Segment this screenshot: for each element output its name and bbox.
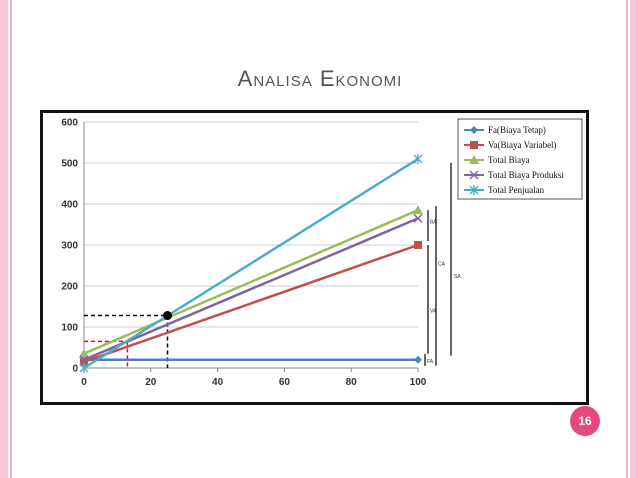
annotation-label: CA bbox=[438, 262, 446, 268]
x-tick-label: 0 bbox=[81, 377, 87, 388]
series-point bbox=[79, 363, 89, 373]
legend-label: Va(Biaya Variabel) bbox=[488, 140, 557, 150]
marker-stroke bbox=[469, 170, 479, 180]
legend-label: Total Penjualan bbox=[488, 185, 545, 195]
chart-svg: 0 100 200 300 400 500 600 0 20 40 60 80 100 FA VA BA CA S… bbox=[61, 118, 583, 388]
marker-stroke bbox=[79, 355, 89, 365]
y-tick-label: 100 bbox=[61, 323, 78, 334]
y-tick-label: 0 bbox=[72, 364, 78, 375]
series-point bbox=[414, 241, 422, 249]
series-line bbox=[83, 243, 419, 364]
slide-border-left-inner bbox=[10, 0, 12, 478]
x-tick-label: 40 bbox=[212, 377, 224, 388]
y-tick-label: 600 bbox=[61, 118, 78, 129]
legend-marker bbox=[470, 141, 478, 149]
series-point bbox=[414, 355, 422, 364]
slide-border-left bbox=[0, 0, 8, 478]
annotation-label: BA bbox=[430, 220, 437, 226]
chart-frame: 0 100 200 300 400 500 600 0 20 40 60 80 100 FA VA BA CA S… bbox=[40, 110, 589, 405]
x-tick-label: 100 bbox=[410, 377, 427, 388]
legend-marker bbox=[470, 126, 478, 134]
bep-point bbox=[163, 311, 172, 321]
series-point bbox=[413, 213, 423, 223]
legend-label: Total Biaya Produksi bbox=[488, 170, 564, 180]
series-line bbox=[83, 209, 419, 355]
series-point bbox=[79, 348, 89, 358]
series-line bbox=[83, 217, 419, 361]
series-point bbox=[80, 357, 88, 366]
annotation-label: FA bbox=[427, 359, 434, 365]
legend-marker bbox=[469, 155, 479, 164]
series-point bbox=[413, 205, 423, 215]
marker-stroke bbox=[413, 213, 423, 223]
slide-border-right-inner bbox=[626, 0, 628, 478]
series-line bbox=[83, 157, 419, 370]
series-point bbox=[79, 355, 89, 365]
y-tick-label: 400 bbox=[61, 200, 78, 211]
slide-border-right bbox=[630, 0, 638, 478]
legend-label: Total Biaya bbox=[488, 155, 530, 165]
y-tick-label: 200 bbox=[61, 282, 78, 293]
slide-title: Analisa Ekonomi bbox=[237, 66, 403, 91]
y-tick-label: 300 bbox=[61, 241, 78, 252]
y-tick-label: 500 bbox=[61, 159, 78, 170]
series-point bbox=[413, 153, 423, 164]
annotation-label: SA bbox=[454, 274, 461, 280]
x-tick-label: 20 bbox=[145, 377, 157, 388]
legend-marker bbox=[469, 185, 479, 195]
legend-label: Fa(Biaya Tetap) bbox=[488, 125, 546, 135]
slide-number-badge: 16 bbox=[570, 406, 600, 436]
legend-marker bbox=[469, 170, 479, 180]
annotation-label: VA bbox=[430, 308, 437, 314]
x-tick-label: 60 bbox=[279, 377, 291, 388]
x-tick-label: 80 bbox=[346, 377, 358, 388]
